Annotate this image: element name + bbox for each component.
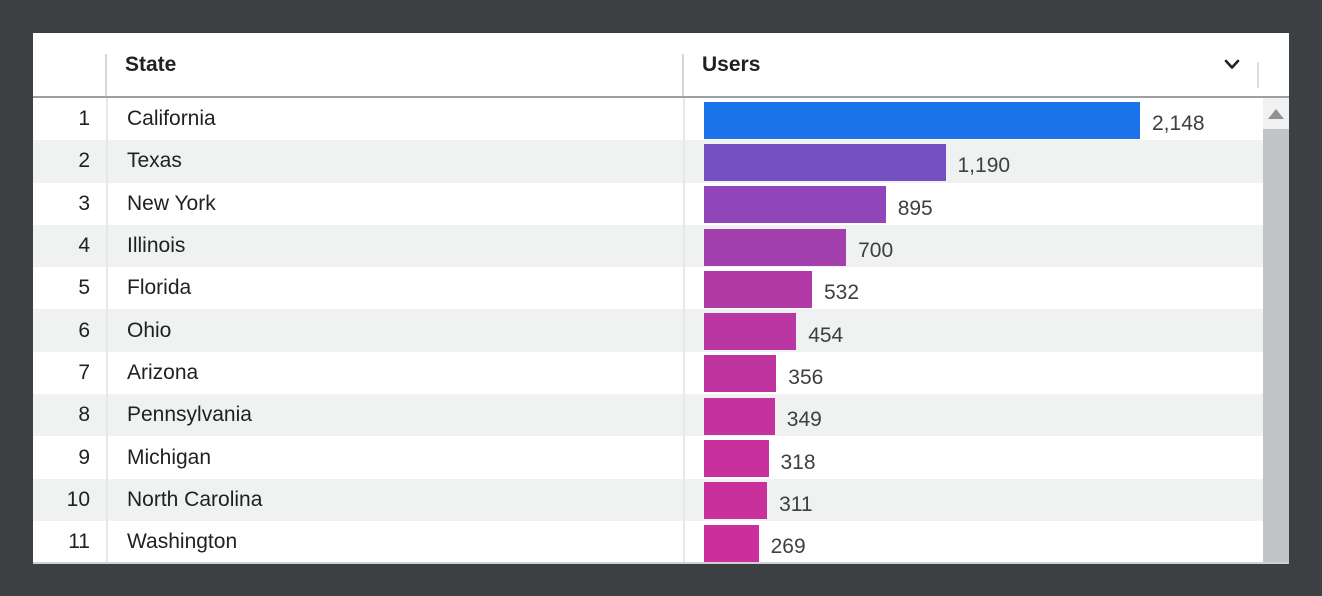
table-row: 8 Pennsylvania 349 <box>33 394 1289 437</box>
users-value-label: 1,190 <box>957 154 1011 178</box>
table-row: 2 Texas 1,190 <box>33 140 1289 183</box>
users-bar <box>704 186 886 224</box>
row-state-name: Ohio <box>106 309 683 352</box>
table-row: 11 Washington 269 <box>33 520 1289 562</box>
table-row: 10 North Carolina 311 <box>33 478 1289 521</box>
row-users-cell: 349 <box>683 394 1289 437</box>
row-rank: 8 <box>78 403 90 427</box>
row-rank: 3 <box>78 191 90 215</box>
row-state-name: Florida <box>106 267 683 310</box>
row-state-name: Michigan <box>106 436 683 479</box>
table-body: 1 California 2,148 2 Texas 1,190 3 New York 895 4… <box>33 98 1289 562</box>
row-users-cell: 700 <box>683 224 1289 268</box>
table-row: 7 Arizona 356 <box>33 351 1289 395</box>
vertical-scrollbar[interactable] <box>1263 98 1289 562</box>
header-divider-state-users <box>682 54 684 96</box>
users-bar <box>704 228 847 266</box>
header-divider-right <box>1257 62 1259 88</box>
row-state-name: Texas <box>106 140 683 183</box>
users-value-label: 318 <box>780 450 816 474</box>
table-row: 3 New York 895 <box>33 182 1289 225</box>
table-row: 4 Illinois 700 <box>33 224 1289 268</box>
users-bar <box>704 270 812 308</box>
row-rank: 1 <box>78 107 90 131</box>
table-row: 6 Ohio 454 <box>33 309 1289 352</box>
users-value-label: 311 <box>779 492 813 516</box>
row-users-cell: 2,148 <box>683 98 1289 141</box>
row-state-name: North Carolina <box>106 478 683 521</box>
column-header-state[interactable]: State <box>125 52 177 76</box>
row-rank: 11 <box>68 530 90 554</box>
column-header-users[interactable]: Users <box>702 52 761 76</box>
row-rank: 4 <box>78 234 90 258</box>
chevron-down-icon <box>1218 50 1246 81</box>
row-state-name: New York <box>106 182 683 225</box>
row-rank: 2 <box>78 149 90 173</box>
users-value-label: 269 <box>770 535 806 559</box>
row-state-name: Washington <box>106 520 683 562</box>
users-value-label: 532 <box>824 281 860 305</box>
row-users-cell: 311 <box>683 478 1289 521</box>
row-state-name: California <box>106 98 683 141</box>
row-rank: 5 <box>78 276 90 300</box>
row-users-cell: 318 <box>683 436 1289 479</box>
scrollbar-thumb[interactable] <box>1263 129 1289 562</box>
scroll-up-arrow-icon <box>1268 108 1284 119</box>
scrollbar-up-button[interactable] <box>1263 98 1289 129</box>
row-users-cell: 1,190 <box>683 140 1289 183</box>
row-rank: 9 <box>78 445 90 469</box>
users-value-label: 895 <box>897 196 933 220</box>
row-state-name: Illinois <box>106 224 683 268</box>
row-rank: 6 <box>78 318 90 342</box>
row-state-name: Arizona <box>106 351 683 395</box>
row-rank: 7 <box>78 360 90 384</box>
users-bar <box>704 101 1140 139</box>
row-users-cell: 532 <box>683 267 1289 310</box>
row-users-cell: 356 <box>683 351 1289 395</box>
users-bar <box>704 313 797 351</box>
collapse-column-button[interactable] <box>1217 50 1247 80</box>
users-bar <box>704 482 768 520</box>
table-row: 5 Florida 532 <box>33 267 1289 310</box>
users-bar <box>704 355 777 393</box>
users-value-label: 700 <box>858 239 894 263</box>
users-value-label: 2,148 <box>1152 112 1205 136</box>
users-value-label: 349 <box>786 408 822 432</box>
row-state-name: Pennsylvania <box>106 394 683 437</box>
row-users-cell: 454 <box>683 309 1289 352</box>
row-users-cell: 895 <box>683 182 1289 225</box>
header-divider-rank-state <box>105 54 107 96</box>
row-users-cell: 269 <box>683 520 1289 562</box>
users-value-label: 356 <box>788 365 824 389</box>
users-bar <box>704 397 775 435</box>
table-row: 1 California 2,148 <box>33 98 1289 141</box>
users-bar <box>704 524 759 562</box>
users-bar <box>704 143 946 181</box>
users-by-state-table-card: State Users 1 California 2,148 2 Texas 1,190 3… <box>33 33 1289 564</box>
users-bar <box>704 440 769 478</box>
header-underline <box>33 96 1289 98</box>
row-rank: 10 <box>66 487 90 511</box>
table-row: 9 Michigan 318 <box>33 436 1289 479</box>
table-header-row: State Users <box>33 33 1289 96</box>
users-value-label: 454 <box>808 323 844 347</box>
